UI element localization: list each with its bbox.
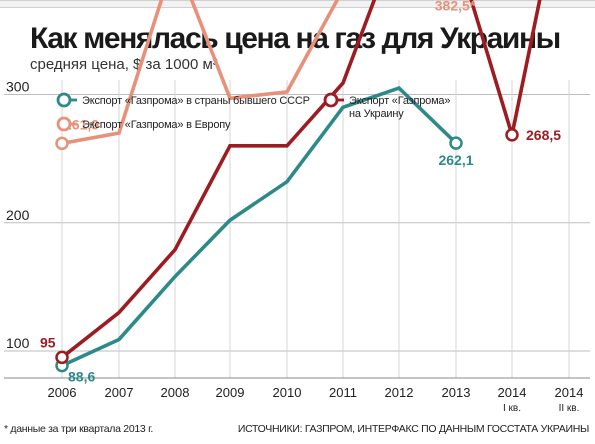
- footnote: * данные за три квартала 2013 г.: [4, 423, 153, 435]
- legend-label-0: Экспорт «Газпрома» в страны бывшего СССР: [82, 95, 310, 107]
- data-label: 261,9: [64, 116, 99, 132]
- x-tick-label: 2009: [216, 385, 245, 400]
- axes: 1002003004005002006200720082009201020112…: [4, 79, 590, 414]
- y-tick-label: 100: [6, 335, 30, 351]
- x-tick-label: 2013: [442, 385, 471, 400]
- data-label: 268,5: [526, 127, 561, 143]
- legend-marker-1: [56, 116, 72, 132]
- y-tick-label: 300: [6, 79, 30, 95]
- series-line-0: [60, 86, 458, 368]
- x-tick-label: 2006: [48, 385, 77, 400]
- data-label: 95: [40, 334, 56, 350]
- chart-title: Как менялась цена на газ для Украины: [30, 22, 561, 55]
- legend-marker-2: [323, 92, 339, 108]
- data-label: 382,5*: [435, 0, 476, 14]
- sources-note: ИСТОЧНИКИ: ГАЗПРОМ, ИНТЕРФАКС ПО ДАННЫМ …: [237, 423, 589, 435]
- data-point-marker: [55, 136, 69, 151]
- series-lines: [60, 0, 542, 368]
- x-tick-label: 2014: [498, 385, 527, 400]
- series-line-2: [60, 0, 542, 360]
- y-tick-label: 200: [6, 207, 30, 223]
- top-rule: [0, 0, 595, 8]
- legend-label-1: Экспорт «Газпрома» в Европу: [82, 119, 231, 131]
- x-tick-label: 2011: [329, 385, 357, 400]
- legend-label-2: Экспорт «Газпрома» на Украину: [349, 95, 450, 120]
- data-label: 88,6: [68, 369, 95, 385]
- chart-subtitle: средняя цена, $ за 1000 м³: [30, 56, 218, 73]
- data-point-marker: [449, 136, 463, 150]
- data-label: 262,1: [438, 152, 473, 168]
- grid: [4, 80, 590, 378]
- x-tick-label: 2010: [273, 385, 302, 400]
- x-tick-label: 2008: [161, 385, 190, 400]
- x-tick-sublabel: I кв.: [503, 403, 521, 414]
- legend-marker-0: [56, 92, 72, 108]
- x-tick-label: 2007: [105, 385, 134, 400]
- legend: Экспорт «Газпрома» в страны бывшего СССР…: [56, 92, 451, 132]
- x-tick-sublabel: II кв.: [559, 403, 580, 414]
- data-points: [55, 128, 519, 373]
- x-tick-label: 2012: [385, 385, 414, 400]
- x-tick-label: 2014: [555, 385, 584, 400]
- series-line-1: [60, 0, 340, 146]
- data-point-marker: [55, 350, 69, 365]
- data-point-marker: [505, 128, 519, 142]
